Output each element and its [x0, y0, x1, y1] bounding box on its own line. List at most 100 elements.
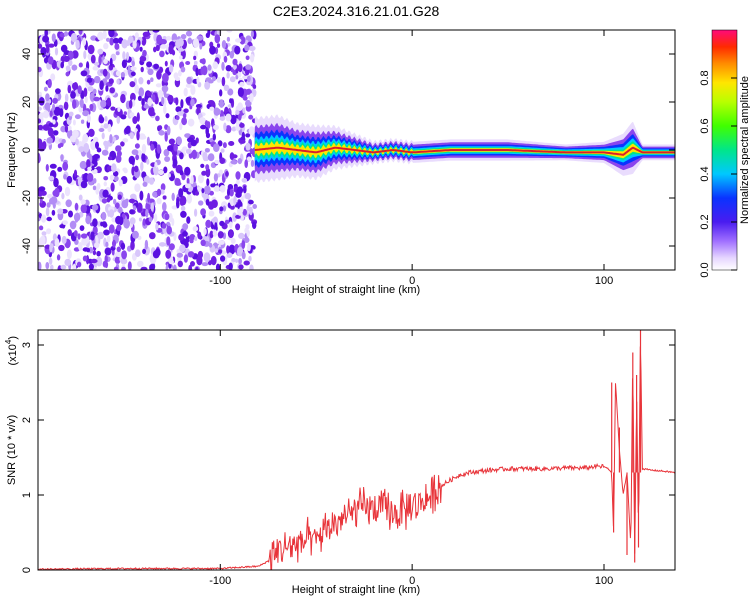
noise-blob [97, 31, 104, 41]
noise-blob [69, 135, 77, 143]
noise-blob [67, 84, 72, 94]
noise-blob [140, 66, 144, 73]
noise-blob [252, 84, 257, 90]
noise-blob [92, 250, 97, 256]
noise-blob [178, 69, 182, 77]
noise-blob [121, 59, 127, 69]
noise-blob [92, 88, 97, 95]
noise-blob [163, 105, 167, 115]
noise-blob [198, 200, 204, 206]
noise-blob [179, 122, 183, 131]
noise-blob [116, 224, 122, 232]
noise-blob [120, 242, 126, 250]
noise-blob [141, 98, 145, 107]
noise-blob [212, 133, 216, 141]
noise-blob [183, 108, 189, 113]
spectrogram-panel: -100 0 100 40 20 0 -20 -40 Height of straight l… [6, 29, 676, 296]
noise-blob [104, 115, 108, 122]
noise-blob [232, 64, 237, 70]
noise-blob [68, 59, 73, 67]
noise-blob [63, 55, 70, 63]
noise-blob [220, 255, 226, 262]
noise-blob [41, 214, 47, 223]
noise-blob [116, 150, 122, 157]
noise-blob [222, 142, 227, 149]
noise-blob [108, 156, 113, 161]
noise-blob [134, 143, 140, 149]
noise-blob [219, 89, 223, 97]
noise-blob [237, 87, 244, 97]
noise-blob [181, 117, 188, 126]
noise-blob [209, 45, 216, 55]
noise-blob [175, 106, 182, 113]
noise-blob [95, 256, 103, 267]
noise-blob [197, 174, 204, 184]
noise-blob [122, 51, 126, 60]
noise-blob [82, 110, 90, 117]
noise-blob [219, 206, 224, 212]
noise-blob [110, 106, 116, 111]
noise-blob [230, 114, 237, 125]
noise-blob [153, 166, 157, 173]
noise-blob [105, 85, 109, 92]
noise-blob [75, 138, 79, 146]
noise-blob [129, 81, 136, 88]
noise-blob [197, 231, 202, 240]
noise-blob [138, 77, 144, 85]
noise-blob [134, 183, 141, 192]
noise-blob [165, 249, 172, 259]
noise-blob [231, 126, 237, 132]
noise-blob [80, 204, 88, 214]
noise-blob [207, 121, 211, 129]
noise-blob [103, 42, 109, 50]
noise-blob [193, 55, 197, 61]
noise-blob [194, 191, 200, 196]
noise-blob [186, 177, 190, 185]
noise-blob [43, 86, 48, 92]
noise-blob [225, 171, 229, 177]
noise-blob [228, 262, 233, 270]
noise-blob [38, 66, 42, 73]
noise-blob [108, 78, 114, 85]
noise-blob [214, 34, 221, 44]
noise-blob [237, 72, 242, 78]
noise-blob [132, 40, 137, 49]
noise-blob [68, 111, 74, 117]
noise-blob [247, 242, 251, 252]
noise-blob [40, 47, 47, 56]
noise-blob [130, 66, 137, 71]
noise-blob [150, 202, 154, 212]
noise-blob [134, 84, 139, 94]
noise-blob [246, 75, 251, 83]
noise-blob [90, 231, 95, 241]
noise-blob [73, 230, 78, 237]
noise-blob [52, 103, 56, 111]
noise-blob [70, 91, 76, 99]
noise-blob [38, 124, 44, 131]
noise-blob [106, 235, 111, 243]
noise-blob [103, 176, 109, 181]
noise-blob [105, 37, 111, 42]
noise-blob [98, 55, 102, 66]
noise-blob [215, 263, 221, 270]
noise-blob [135, 249, 141, 257]
noise-blob [193, 60, 198, 66]
noise-blob [109, 174, 115, 181]
noise-blob [222, 205, 227, 212]
noise-blob [133, 205, 136, 210]
noise-blob [184, 133, 191, 139]
noise-blob [177, 260, 183, 268]
noise-blob [156, 188, 162, 197]
snr-multiplier-exponent: 4 [4, 339, 13, 344]
noise-blob [38, 186, 46, 192]
noise-blob [171, 218, 175, 226]
noise-blob [52, 119, 56, 125]
noise-blob [142, 248, 147, 254]
noise-blob [228, 141, 235, 146]
noise-blob [41, 231, 47, 236]
noise-blob [250, 53, 255, 63]
noise-blob [110, 182, 115, 192]
noise-blob [59, 108, 64, 118]
noise-blob [42, 35, 50, 43]
noise-blob [219, 116, 226, 121]
